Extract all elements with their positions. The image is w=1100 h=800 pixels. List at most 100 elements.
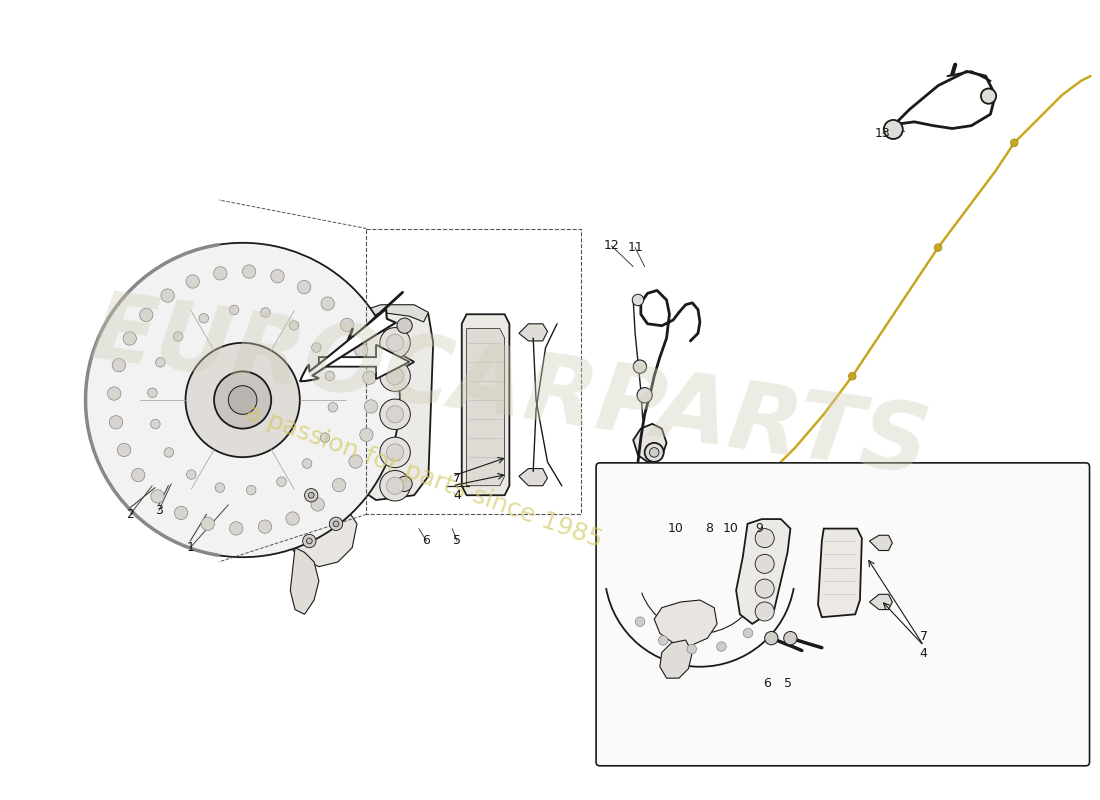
Circle shape	[151, 490, 164, 503]
Circle shape	[155, 358, 165, 367]
Circle shape	[147, 388, 157, 398]
Circle shape	[326, 371, 334, 381]
Circle shape	[1011, 139, 1019, 146]
Circle shape	[756, 554, 774, 574]
Circle shape	[307, 538, 312, 544]
Text: 13: 13	[874, 126, 891, 140]
Text: 7: 7	[920, 630, 927, 642]
Circle shape	[636, 617, 645, 626]
Circle shape	[632, 294, 644, 306]
Circle shape	[637, 388, 652, 403]
Circle shape	[164, 448, 174, 458]
Text: 5: 5	[453, 534, 461, 547]
Circle shape	[379, 437, 410, 468]
Circle shape	[328, 402, 338, 412]
Circle shape	[397, 318, 412, 334]
Circle shape	[340, 318, 354, 332]
Circle shape	[981, 89, 997, 104]
Text: 2: 2	[126, 508, 134, 521]
Circle shape	[277, 477, 286, 486]
Circle shape	[86, 243, 399, 557]
Circle shape	[214, 371, 272, 429]
Circle shape	[297, 280, 311, 294]
Circle shape	[883, 120, 903, 139]
Polygon shape	[466, 329, 505, 486]
Circle shape	[386, 477, 404, 494]
Circle shape	[286, 512, 299, 525]
Circle shape	[229, 386, 257, 414]
Circle shape	[161, 289, 174, 302]
Circle shape	[186, 275, 199, 288]
Circle shape	[717, 642, 726, 651]
Circle shape	[329, 517, 343, 530]
Circle shape	[109, 416, 123, 429]
Polygon shape	[295, 452, 352, 505]
Circle shape	[934, 244, 942, 251]
Circle shape	[695, 495, 705, 505]
Polygon shape	[366, 305, 428, 322]
Circle shape	[174, 332, 183, 342]
Polygon shape	[276, 486, 358, 566]
Text: 3: 3	[155, 504, 163, 517]
Circle shape	[246, 486, 256, 495]
Circle shape	[311, 342, 321, 352]
Polygon shape	[660, 640, 692, 678]
Circle shape	[397, 476, 412, 491]
Polygon shape	[869, 535, 892, 550]
Circle shape	[363, 371, 376, 384]
Circle shape	[242, 265, 255, 278]
Polygon shape	[818, 529, 861, 617]
Circle shape	[848, 372, 856, 380]
Polygon shape	[319, 345, 409, 379]
Circle shape	[132, 468, 145, 482]
Circle shape	[764, 631, 778, 645]
Circle shape	[756, 529, 774, 548]
Circle shape	[756, 579, 774, 598]
Circle shape	[762, 606, 772, 615]
Circle shape	[386, 334, 404, 351]
Polygon shape	[869, 594, 892, 610]
Circle shape	[213, 266, 227, 280]
Circle shape	[311, 498, 324, 511]
Circle shape	[783, 631, 798, 645]
Circle shape	[308, 493, 315, 498]
Text: 12: 12	[604, 239, 619, 252]
Text: 4: 4	[920, 647, 927, 660]
Circle shape	[645, 443, 663, 462]
Circle shape	[386, 368, 404, 385]
Circle shape	[364, 400, 377, 413]
Circle shape	[634, 360, 647, 374]
Circle shape	[112, 358, 125, 372]
Circle shape	[386, 444, 404, 461]
Circle shape	[201, 517, 214, 530]
Circle shape	[659, 636, 668, 646]
Polygon shape	[654, 600, 717, 646]
Circle shape	[261, 308, 271, 317]
Polygon shape	[462, 314, 509, 495]
Circle shape	[320, 433, 330, 442]
Polygon shape	[323, 343, 414, 381]
Circle shape	[302, 458, 312, 468]
Text: 7: 7	[453, 472, 461, 485]
Circle shape	[186, 343, 300, 457]
Circle shape	[744, 628, 752, 638]
Circle shape	[199, 314, 209, 323]
Text: 6: 6	[422, 534, 430, 547]
Circle shape	[108, 387, 121, 400]
Circle shape	[289, 321, 299, 330]
Text: 10: 10	[668, 522, 684, 535]
FancyBboxPatch shape	[596, 463, 1089, 766]
Circle shape	[175, 506, 188, 520]
Circle shape	[321, 297, 334, 310]
Polygon shape	[290, 548, 319, 614]
Text: 4: 4	[453, 489, 461, 502]
Circle shape	[123, 332, 136, 345]
Circle shape	[386, 406, 404, 423]
Circle shape	[379, 399, 410, 430]
Circle shape	[140, 308, 153, 322]
Polygon shape	[519, 469, 548, 486]
Circle shape	[216, 483, 224, 492]
Polygon shape	[519, 324, 548, 341]
Circle shape	[302, 534, 316, 548]
Circle shape	[379, 361, 410, 391]
